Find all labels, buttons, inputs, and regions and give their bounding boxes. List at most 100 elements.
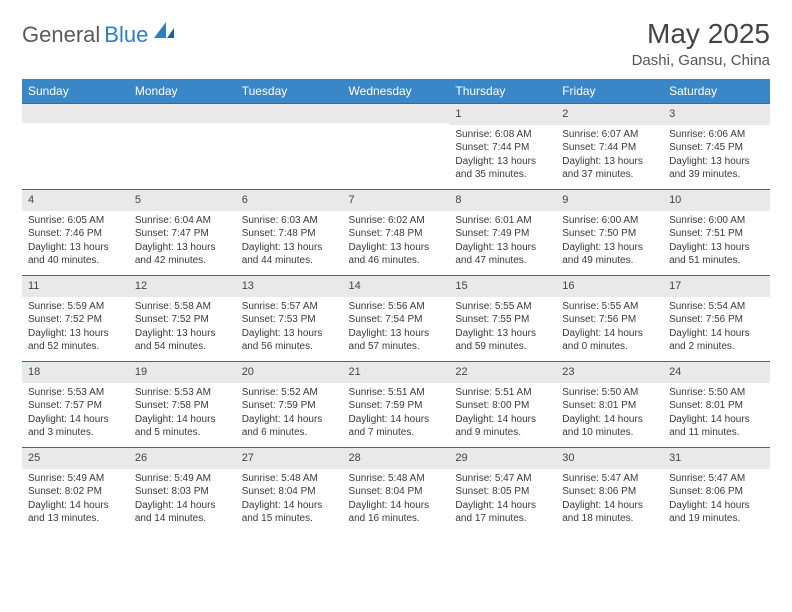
day-number: 12 (129, 276, 236, 297)
day-number: 1 (449, 104, 556, 125)
sunset-line: Sunset: 8:01 PM (562, 399, 657, 413)
sunset-line: Sunset: 7:58 PM (135, 399, 230, 413)
calendar-week-row: 1Sunrise: 6:08 AMSunset: 7:44 PMDaylight… (22, 104, 770, 190)
day-number: 19 (129, 362, 236, 383)
day-data: Sunrise: 5:49 AMSunset: 8:03 PMDaylight:… (129, 469, 236, 530)
day-number: 5 (129, 190, 236, 211)
calendar-cell: 27Sunrise: 5:48 AMSunset: 8:04 PMDayligh… (236, 448, 343, 534)
day-number: 24 (663, 362, 770, 383)
day-data: Sunrise: 5:55 AMSunset: 7:56 PMDaylight:… (556, 297, 663, 358)
daylight-line: Daylight: 14 hours and 18 minutes. (562, 499, 657, 526)
sunrise-line: Sunrise: 6:07 AM (562, 128, 657, 142)
daylight-line: Daylight: 13 hours and 37 minutes. (562, 155, 657, 182)
sail-icon (154, 22, 176, 45)
day-number: 15 (449, 276, 556, 297)
calendar-cell: 9Sunrise: 6:00 AMSunset: 7:50 PMDaylight… (556, 190, 663, 276)
calendar-cell: 7Sunrise: 6:02 AMSunset: 7:48 PMDaylight… (343, 190, 450, 276)
day-data: Sunrise: 5:55 AMSunset: 7:55 PMDaylight:… (449, 297, 556, 358)
day-data: Sunrise: 6:08 AMSunset: 7:44 PMDaylight:… (449, 125, 556, 186)
sunrise-line: Sunrise: 5:51 AM (455, 386, 550, 400)
daylight-line: Daylight: 14 hours and 0 minutes. (562, 327, 657, 354)
calendar-week-row: 4Sunrise: 6:05 AMSunset: 7:46 PMDaylight… (22, 190, 770, 276)
daylight-line: Daylight: 14 hours and 16 minutes. (349, 499, 444, 526)
sunrise-line: Sunrise: 6:00 AM (562, 214, 657, 228)
day-number: 6 (236, 190, 343, 211)
sunset-line: Sunset: 7:48 PM (349, 227, 444, 241)
calendar-week-row: 11Sunrise: 5:59 AMSunset: 7:52 PMDayligh… (22, 276, 770, 362)
sunset-line: Sunset: 8:03 PM (135, 485, 230, 499)
sunrise-line: Sunrise: 5:57 AM (242, 300, 337, 314)
daylight-line: Daylight: 13 hours and 40 minutes. (28, 241, 123, 268)
col-thursday: Thursday (449, 79, 556, 104)
sunset-line: Sunset: 8:06 PM (669, 485, 764, 499)
sunset-line: Sunset: 7:48 PM (242, 227, 337, 241)
calendar-cell: 19Sunrise: 5:53 AMSunset: 7:58 PMDayligh… (129, 362, 236, 448)
calendar-cell: 29Sunrise: 5:47 AMSunset: 8:05 PMDayligh… (449, 448, 556, 534)
daylight-line: Daylight: 14 hours and 3 minutes. (28, 413, 123, 440)
calendar-cell: 5 Sunrise: 6:04 AMSunset: 7:47 PMDaylight… (129, 190, 236, 276)
calendar-cell (236, 104, 343, 190)
title-block: May 2025 Dashi, Gansu, China (632, 18, 770, 69)
calendar-header-row: Sunday Monday Tuesday Wednesday Thursday… (22, 79, 770, 104)
calendar-cell: 3Sunrise: 6:06 AMSunset: 7:45 PMDaylight… (663, 104, 770, 190)
day-data: Sunrise: 6:06 AMSunset: 7:45 PMDaylight:… (663, 125, 770, 186)
daylight-line: Daylight: 14 hours and 11 minutes. (669, 413, 764, 440)
daylight-line: Daylight: 14 hours and 10 minutes. (562, 413, 657, 440)
calendar-week-row: 18Sunrise: 5:53 AMSunset: 7:57 PMDayligh… (22, 362, 770, 448)
calendar-cell (22, 104, 129, 190)
daylight-line: Daylight: 14 hours and 6 minutes. (242, 413, 337, 440)
day-number: 28 (343, 448, 450, 469)
sunrise-line: Sunrise: 5:47 AM (669, 472, 764, 486)
col-monday: Monday (129, 79, 236, 104)
day-number: 11 (22, 276, 129, 297)
day-data: Sunrise: 5:50 AMSunset: 8:01 PMDaylight:… (556, 383, 663, 444)
brand-logo: GeneralBlue (22, 22, 176, 48)
brand-text-blue: Blue (104, 22, 148, 48)
sunrise-line: Sunrise: 6:00 AM (669, 214, 764, 228)
sunrise-line: Sunrise: 6:01 AM (455, 214, 550, 228)
daylight-line: Daylight: 13 hours and 49 minutes. (562, 241, 657, 268)
calendar-cell: 14Sunrise: 5:56 AMSunset: 7:54 PMDayligh… (343, 276, 450, 362)
day-number: 18 (22, 362, 129, 383)
day-data: Sunrise: 5:47 AMSunset: 8:06 PMDaylight:… (663, 469, 770, 530)
daylight-line: Daylight: 13 hours and 54 minutes. (135, 327, 230, 354)
day-number: 22 (449, 362, 556, 383)
sunrise-line: Sunrise: 5:48 AM (242, 472, 337, 486)
col-sunday: Sunday (22, 79, 129, 104)
day-data: Sunrise: 5:53 AMSunset: 7:57 PMDaylight:… (22, 383, 129, 444)
sunrise-line: Sunrise: 5:55 AM (562, 300, 657, 314)
day-number: 29 (449, 448, 556, 469)
day-number (129, 104, 236, 123)
calendar-cell: 16Sunrise: 5:55 AMSunset: 7:56 PMDayligh… (556, 276, 663, 362)
sunrise-line: Sunrise: 6:04 AM (135, 214, 230, 228)
day-number: 21 (343, 362, 450, 383)
sunset-line: Sunset: 7:44 PM (455, 141, 550, 155)
day-number: 17 (663, 276, 770, 297)
daylight-line: Daylight: 13 hours and 35 minutes. (455, 155, 550, 182)
day-number: 2 (556, 104, 663, 125)
calendar-cell: 1Sunrise: 6:08 AMSunset: 7:44 PMDaylight… (449, 104, 556, 190)
day-data (343, 123, 450, 130)
sunset-line: Sunset: 7:54 PM (349, 313, 444, 327)
calendar-cell: 10Sunrise: 6:00 AMSunset: 7:51 PMDayligh… (663, 190, 770, 276)
daylight-line: Daylight: 13 hours and 59 minutes. (455, 327, 550, 354)
sunset-line: Sunset: 8:06 PM (562, 485, 657, 499)
day-data (129, 123, 236, 130)
day-data: Sunrise: 5:50 AMSunset: 8:01 PMDaylight:… (663, 383, 770, 444)
day-number: 9 (556, 190, 663, 211)
sunset-line: Sunset: 7:47 PM (135, 227, 230, 241)
daylight-line: Daylight: 13 hours and 42 minutes. (135, 241, 230, 268)
calendar-week-row: 25Sunrise: 5:49 AMSunset: 8:02 PMDayligh… (22, 448, 770, 534)
day-data: Sunrise: 5:51 AMSunset: 7:59 PMDaylight:… (343, 383, 450, 444)
sunset-line: Sunset: 8:00 PM (455, 399, 550, 413)
calendar-cell: 2Sunrise: 6:07 AMSunset: 7:44 PMDaylight… (556, 104, 663, 190)
daylight-line: Daylight: 14 hours and 7 minutes. (349, 413, 444, 440)
sunset-line: Sunset: 7:56 PM (562, 313, 657, 327)
day-number (343, 104, 450, 123)
sunrise-line: Sunrise: 5:52 AM (242, 386, 337, 400)
calendar-cell: 30Sunrise: 5:47 AMSunset: 8:06 PMDayligh… (556, 448, 663, 534)
sunset-line: Sunset: 7:59 PM (242, 399, 337, 413)
calendar-cell: 6Sunrise: 6:03 AMSunset: 7:48 PMDaylight… (236, 190, 343, 276)
day-data (22, 123, 129, 130)
day-number: 23 (556, 362, 663, 383)
